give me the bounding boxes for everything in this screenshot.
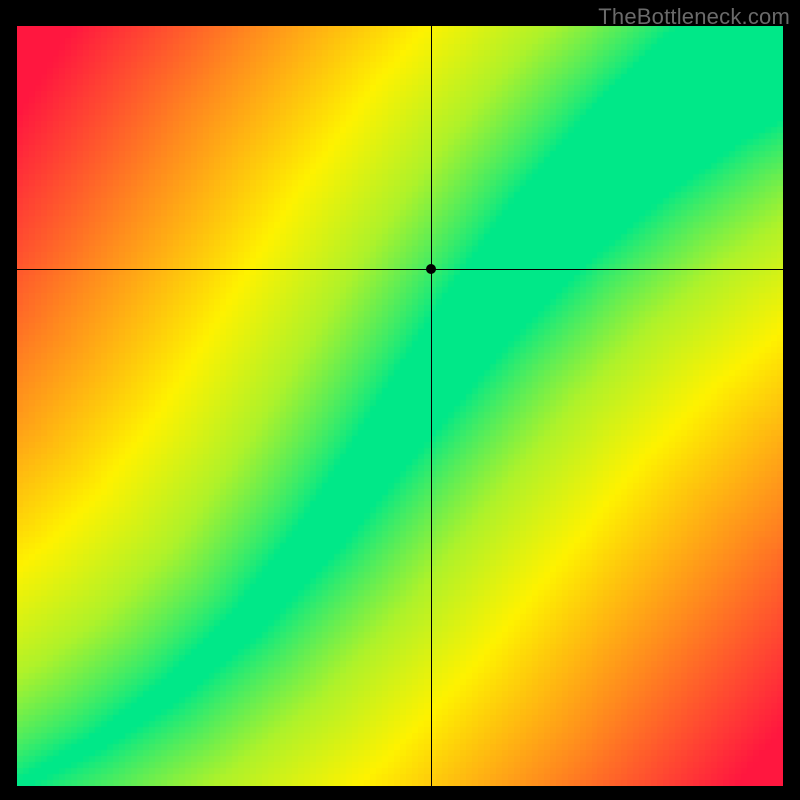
chart-container: TheBottleneck.com: [0, 0, 800, 800]
watermark-text: TheBottleneck.com: [598, 4, 790, 30]
crosshair-horizontal: [17, 269, 783, 270]
crosshair-vertical: [431, 26, 432, 786]
heatmap-canvas: [17, 26, 783, 786]
data-point-marker: [426, 264, 436, 274]
plot-area: [17, 26, 783, 786]
